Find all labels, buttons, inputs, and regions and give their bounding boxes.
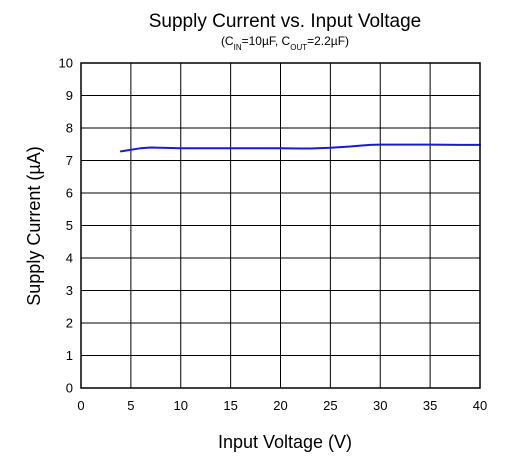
x-tick-label: 30	[373, 398, 387, 413]
y-tick-label: 3	[66, 283, 73, 298]
x-tick-labels: 0 5 10 15 20 25 30 35 40	[77, 398, 487, 413]
x-tick-label: 35	[423, 398, 437, 413]
x-tick-label: 25	[323, 398, 337, 413]
series-group	[119, 143, 481, 153]
x-axis-label: Input Voltage (V)	[218, 432, 352, 452]
x-tick-label: 0	[77, 398, 84, 413]
y-tick-label: 0	[66, 381, 73, 396]
y-tick-label: 10	[59, 56, 73, 71]
y-tick-label: 4	[66, 251, 73, 266]
y-tick-label: 1	[66, 348, 73, 363]
grid	[80, 62, 481, 389]
x-tick-label: 20	[273, 398, 287, 413]
x-tick-label: 40	[473, 398, 487, 413]
x-tick-label: 5	[127, 398, 134, 413]
chart-subtitle: (CIN=10µF, COUT=2.2µF)	[221, 34, 349, 52]
chart-title: Supply Current vs. Input Voltage	[149, 11, 422, 32]
y-tick-label: 9	[66, 88, 73, 103]
y-tick-label: 6	[66, 186, 73, 201]
y-tick-label: 5	[66, 218, 73, 233]
y-tick-label: 2	[66, 316, 73, 331]
x-tick-label: 15	[223, 398, 237, 413]
x-tick-label: 10	[174, 398, 188, 413]
series-line	[119, 143, 481, 153]
y-tick-label: 8	[66, 121, 73, 136]
y-tick-labels: 0 1 2 3 4 5 6 7 8 9 10	[59, 56, 73, 396]
plot-frame	[80, 62, 481, 389]
y-axis-label: Supply Current (µA)	[24, 146, 44, 305]
y-tick-label: 7	[66, 153, 73, 168]
